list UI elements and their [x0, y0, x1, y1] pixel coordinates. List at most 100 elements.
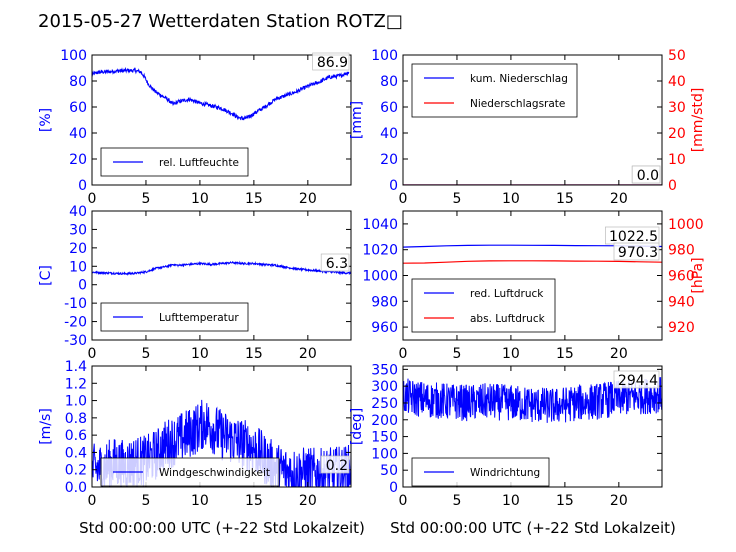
- value-annotation: 0.0: [637, 168, 659, 184]
- value-annotation: 970.3: [618, 245, 658, 261]
- y-axis-label: [mm]: [349, 101, 365, 139]
- xlabel-left: Std 00:00:00 UTC (+-22 Std Lokalzeit): [79, 519, 365, 537]
- y-tick-label: 0.6: [65, 428, 87, 444]
- y-tick-label: 30: [69, 222, 87, 238]
- y-tick-label: 80: [380, 74, 398, 90]
- legend-entry: rel. Luftfeuchte: [159, 157, 239, 169]
- value-annotation: 1022.5: [609, 229, 658, 245]
- y-tick-label: 0.0: [65, 480, 87, 496]
- xlabel-right: Std 00:00:00 UTC (+-22 Std Lokalzeit): [390, 519, 676, 537]
- y-tick-label: 40: [69, 204, 87, 220]
- y-axis-label: [deg]: [349, 408, 365, 445]
- x-tick-label: 10: [502, 493, 520, 509]
- chart-panel-windspeed: 0 5 10 15 200.00.20.40.60.81.01.21.4[m/s]0.2…: [38, 359, 352, 509]
- y-tick-label: 1.2: [65, 376, 87, 392]
- value-annotation-box: [613, 242, 660, 261]
- x-tick-label: 10: [502, 346, 520, 362]
- y-tick-label: 10: [69, 259, 87, 275]
- value-annotation-box: [320, 253, 350, 272]
- y-tick-label: 1000: [362, 269, 398, 285]
- y-tick-label: 50: [380, 463, 398, 479]
- legend-box: [100, 302, 249, 332]
- y-tick-label-right: 20: [668, 126, 686, 142]
- legend: rel. Luftfeuchte: [100, 147, 249, 177]
- series-line-rel-luftfeuchte: [92, 66, 350, 121]
- x-tick-label: 20: [299, 191, 317, 207]
- y-tick-label-right: 30: [668, 100, 686, 116]
- legend-entry: abs. Luftdruck: [470, 313, 546, 325]
- x-tick-label: 0: [88, 346, 97, 362]
- y-tick-label: 150: [371, 430, 398, 446]
- y-tick-label: 100: [60, 48, 87, 64]
- x-tick-label: 10: [191, 493, 209, 509]
- chart-panel-precipitation: 0 5 10 15 20 0 20 40 60 80 100 0 10 20 30 40 50 [mm] [mm/s…: [349, 48, 706, 207]
- series-line-abs-luftdruck: [403, 260, 662, 264]
- x-tick-label: 0: [399, 346, 408, 362]
- value-annotation-box: [613, 370, 660, 389]
- legend-entry: Lufttemperatur: [159, 312, 239, 324]
- y-axis-label: [%]: [38, 108, 54, 132]
- x-tick-label: 0: [88, 493, 97, 509]
- y-tick-label: 300: [371, 379, 398, 395]
- y-tick-label-right: 0: [668, 178, 677, 194]
- y-tick-label: 1.4: [65, 359, 87, 375]
- value-annotation-box: [320, 455, 350, 474]
- chart-panel-humidity: 0 5 10 15 20 0 20 40 60 80 100 [%] 86.9 rel. Luftfeuc…: [38, 48, 352, 207]
- value-annotation: 294.4: [618, 373, 658, 389]
- x-tick-label: 5: [452, 191, 461, 207]
- x-tick-label: 5: [452, 346, 461, 362]
- x-tick-label: 10: [191, 191, 209, 207]
- x-tick-label: 20: [610, 346, 628, 362]
- y-tick-label: -20: [64, 315, 87, 331]
- value-annotation-box: [631, 165, 661, 184]
- y-axis-label-right: [hPa]: [690, 257, 706, 293]
- y-axis-label: [m/s]: [38, 408, 54, 445]
- x-tick-label: 15: [245, 346, 263, 362]
- y-tick-label: 0: [78, 278, 87, 294]
- x-tick-label: 5: [141, 191, 150, 207]
- y-tick-label: 980: [371, 294, 398, 310]
- series-line-lufttemperatur: [92, 260, 351, 276]
- y-tick-label: 960: [371, 320, 398, 336]
- plot-frame: [91, 210, 352, 341]
- value-annotation-box: [312, 52, 350, 71]
- legend: Windgeschwindigkeit: [100, 457, 280, 487]
- x-tick-label: 0: [399, 493, 408, 509]
- x-tick-label: 5: [141, 493, 150, 509]
- y-tick-label: 40: [380, 126, 398, 142]
- y-tick-label: 60: [380, 100, 398, 116]
- x-tick-label: 15: [556, 493, 574, 509]
- y-tick-label: 1040: [362, 217, 398, 233]
- plot-frame: [91, 54, 352, 186]
- y-tick-label: 80: [69, 74, 87, 90]
- plot-frame: [402, 54, 663, 186]
- y-tick-label: 0: [389, 178, 398, 194]
- x-tick-label: 15: [556, 191, 574, 207]
- x-tick-label: 0: [88, 191, 97, 207]
- y-tick-label: 100: [371, 48, 398, 64]
- y-tick-label: 40: [69, 126, 87, 142]
- value-annotation: 86.9: [317, 55, 348, 71]
- y-tick-label: 1020: [362, 243, 398, 259]
- y-tick-label: 60: [69, 100, 87, 116]
- y-tick-label: 0.4: [65, 445, 87, 461]
- y-tick-label: 100: [371, 446, 398, 462]
- y-axis-label-right: [mm/std]: [690, 88, 706, 153]
- y-tick-label: 0.8: [65, 411, 87, 427]
- x-tick-label: 5: [452, 493, 461, 509]
- legend-box: [411, 63, 578, 118]
- chart-panel-winddirection: 0 5 10 15 20050100150200250300350[deg]294.4W…: [349, 362, 663, 509]
- legend-entry: Niederschlagsrate: [470, 98, 565, 110]
- y-tick-label-right: 1000: [668, 217, 704, 233]
- x-tick-label: 20: [610, 493, 628, 509]
- series-group: [92, 66, 350, 121]
- y-tick-label: 20: [380, 152, 398, 168]
- x-tick-label: 0: [399, 191, 408, 207]
- x-tick-label: 20: [610, 191, 628, 207]
- plot-frame: [91, 365, 352, 488]
- x-tick-label: 15: [556, 346, 574, 362]
- y-tick-label: 200: [371, 413, 398, 429]
- x-tick-label: 20: [299, 493, 317, 509]
- value-annotation: 0.2: [326, 458, 348, 474]
- x-tick-label: 15: [245, 493, 263, 509]
